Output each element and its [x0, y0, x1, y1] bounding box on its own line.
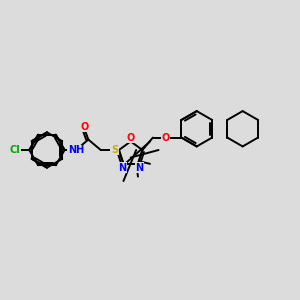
Text: O: O: [127, 133, 135, 142]
Text: S: S: [111, 145, 118, 155]
Text: Cl: Cl: [10, 145, 20, 155]
Text: O: O: [81, 122, 89, 132]
Text: N: N: [118, 163, 126, 173]
Text: N: N: [135, 163, 143, 173]
Text: O: O: [162, 133, 170, 142]
Text: NH: NH: [68, 145, 84, 155]
